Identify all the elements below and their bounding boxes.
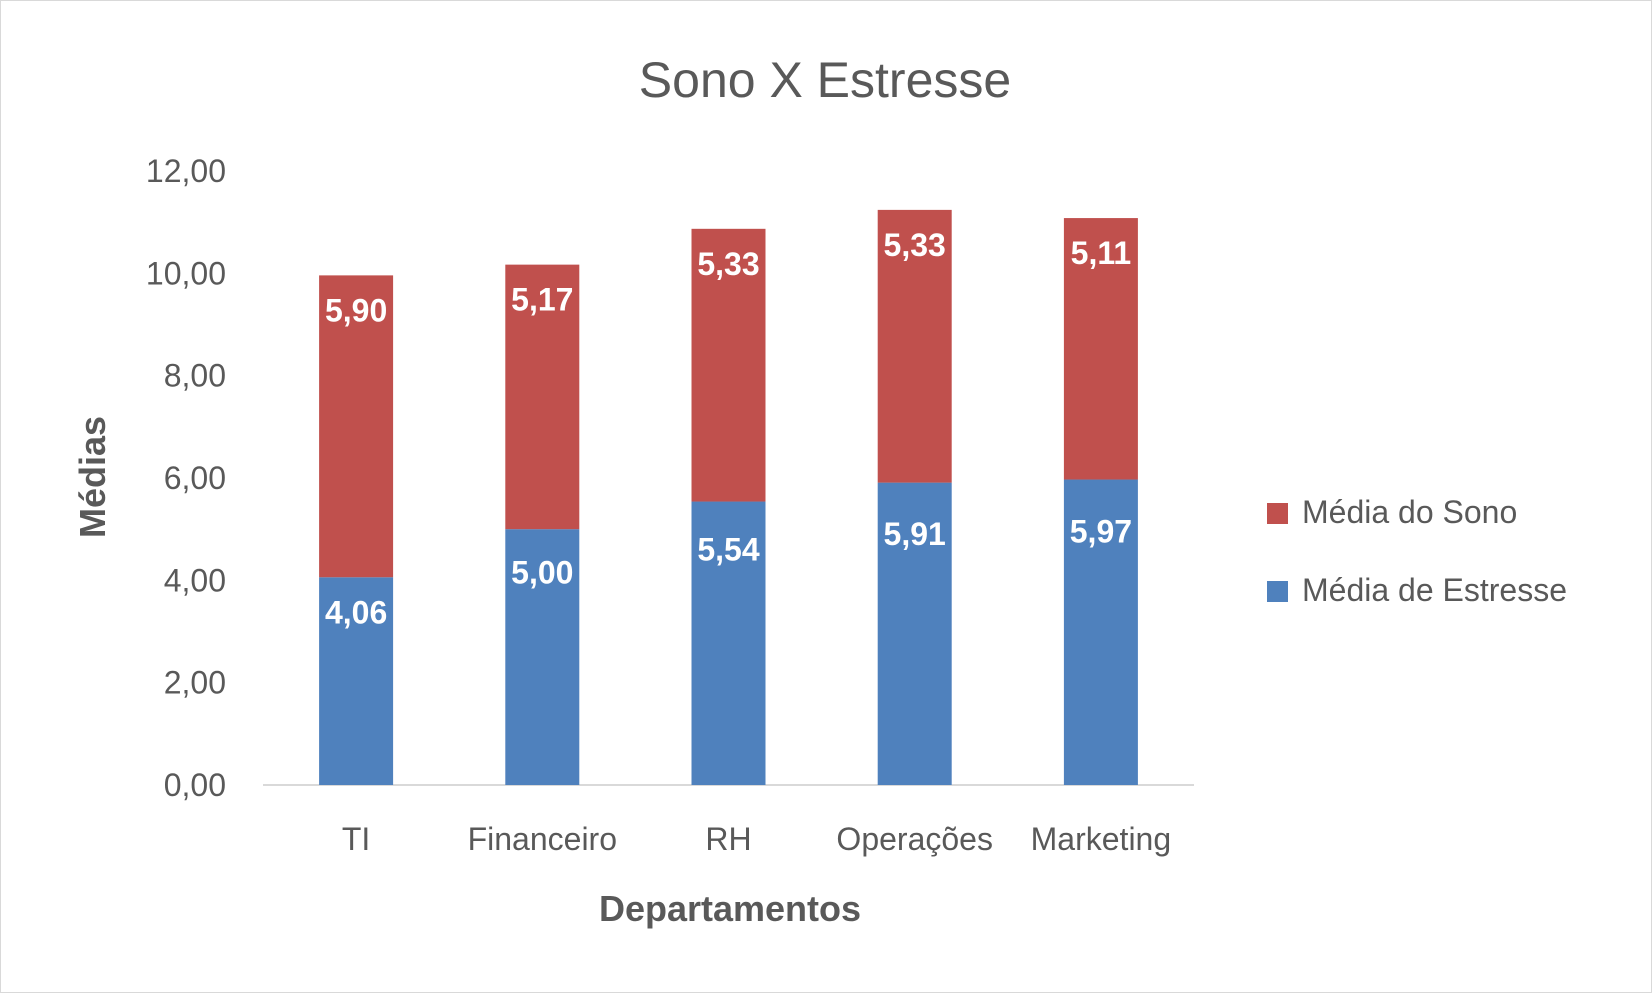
y-tick-label: 10,00 bbox=[146, 255, 226, 291]
legend: Média do Sono Média de Estresse bbox=[1267, 494, 1567, 608]
y-tick-label: 6,00 bbox=[164, 460, 226, 496]
data-label: 5,90 bbox=[325, 292, 387, 328]
data-label: 5,33 bbox=[884, 227, 946, 263]
y-tick-label: 8,00 bbox=[164, 358, 226, 394]
data-label: 5,17 bbox=[511, 282, 573, 318]
y-tick-label: 0,00 bbox=[164, 767, 226, 803]
x-axis-ticks: TI Financeiro RH Operações Marketing bbox=[342, 821, 1171, 857]
data-label: 5,00 bbox=[511, 555, 573, 591]
legend-label: Média do Sono bbox=[1302, 494, 1517, 530]
y-tick-label: 4,00 bbox=[164, 562, 226, 598]
legend-label: Média de Estresse bbox=[1302, 572, 1567, 608]
x-axis-title: Departamentos bbox=[599, 888, 861, 929]
x-tick-label: Financeiro bbox=[468, 821, 617, 857]
data-label: 5,97 bbox=[1070, 513, 1132, 549]
bars-group: 4,06 5,90 5,00 5,17 5,54 5,33 5,91 5,33 5,97 5,11 bbox=[319, 209, 1138, 785]
data-label: 5,91 bbox=[884, 516, 946, 552]
bar-segment bbox=[877, 482, 952, 785]
bar-segment bbox=[1063, 218, 1138, 480]
legend-swatch bbox=[1267, 581, 1288, 602]
y-axis-ticks: 0,00 2,00 4,00 6,00 8,00 10,00 12,00 bbox=[146, 153, 226, 803]
x-tick-label: TI bbox=[342, 821, 370, 857]
data-label: 5,33 bbox=[697, 246, 759, 282]
bar-segment bbox=[1063, 479, 1138, 785]
data-label: 5,54 bbox=[697, 532, 759, 568]
bar-segment bbox=[691, 228, 766, 502]
bar-segment bbox=[319, 275, 394, 578]
bar-segment bbox=[505, 264, 580, 530]
data-label: 5,11 bbox=[1071, 235, 1132, 271]
data-label: 4,06 bbox=[325, 595, 387, 631]
bar-segment bbox=[877, 209, 952, 483]
bar-segment bbox=[505, 529, 580, 785]
x-tick-label: Marketing bbox=[1031, 821, 1172, 857]
y-axis-title: Médias bbox=[72, 416, 113, 538]
y-tick-label: 12,00 bbox=[146, 153, 226, 189]
chart-title: Sono X Estresse bbox=[639, 52, 1011, 108]
x-tick-label: RH bbox=[705, 821, 751, 857]
bar-segment bbox=[319, 577, 394, 785]
y-tick-label: 2,00 bbox=[164, 665, 226, 701]
x-tick-label: Operações bbox=[836, 821, 993, 857]
legend-swatch bbox=[1267, 503, 1288, 524]
bar-segment bbox=[691, 501, 766, 785]
